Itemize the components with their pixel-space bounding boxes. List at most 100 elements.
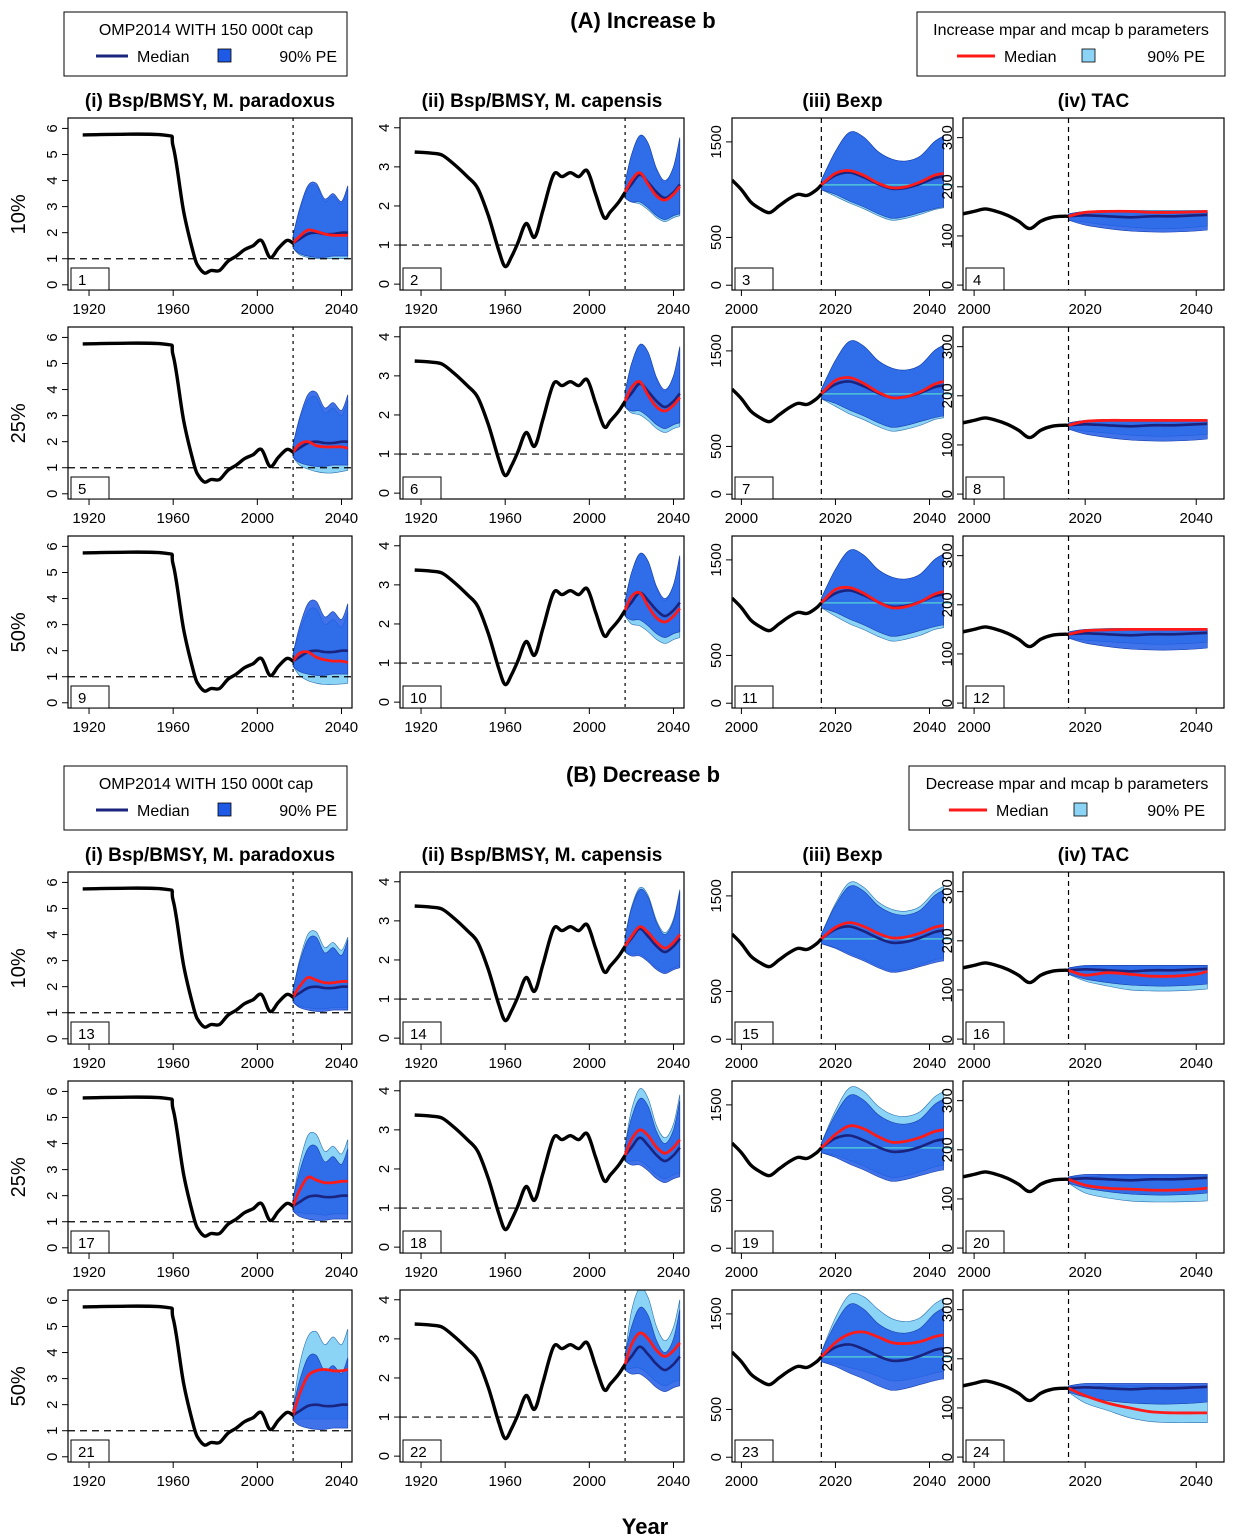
y-tick-label: 300	[939, 1088, 956, 1113]
omp-band	[292, 181, 349, 258]
legend-title: OMP2014 WITH 150 000t cap	[99, 776, 313, 793]
y-tick-label: 0	[939, 281, 956, 289]
omp-median-line	[292, 649, 348, 663]
panel-number-box	[965, 1021, 1005, 1045]
legend-band-swatch	[217, 802, 232, 817]
x-tick-label: 1960	[488, 1055, 521, 1072]
column-title: (ii) Bsp/BMSY, M. capensis	[422, 845, 663, 866]
panel-12: 0 100 200 300 2000 2020 2040 12	[939, 535, 1225, 736]
x-axis-label: Year	[622, 1514, 669, 1539]
panel-number: 3	[742, 272, 750, 289]
panel-number: 1	[78, 272, 86, 289]
column-title: (iii) Bexp	[802, 845, 882, 866]
y-tick-label: 2	[376, 202, 393, 210]
x-tick-label: 2000	[957, 1473, 990, 1490]
panel-14: 0 1 2 3 4 1920 1960 2000 2040 14	[376, 871, 690, 1072]
history-line	[414, 568, 627, 687]
y-tick-label: 1	[44, 1218, 61, 1226]
y-tick-label: 0	[939, 1453, 956, 1461]
alt-median-line	[820, 1330, 944, 1358]
y-tick-label: 500	[708, 225, 725, 250]
y-tick-label: 0	[376, 280, 393, 288]
alt-median-line	[623, 590, 681, 624]
panel-22: 0 1 2 3 4 1920 1960 2000 2040 22	[376, 1289, 690, 1490]
y-tick-label: 3	[44, 620, 61, 628]
plot-frame	[731, 1080, 954, 1254]
x-tick-label: 1920	[72, 719, 105, 736]
x-tick-label: 2040	[657, 510, 690, 527]
omp-median-line	[1068, 1385, 1208, 1391]
row-label: 25%	[8, 403, 30, 443]
y-tick-label: 4	[44, 594, 61, 602]
x-tick-label: 1920	[404, 719, 437, 736]
plot-frame	[399, 535, 685, 709]
history-line	[414, 904, 627, 1023]
y-tick-label: 1	[376, 1204, 393, 1212]
section-title: (B) Decrease b	[566, 762, 720, 787]
legend-band-label: 90% PE	[1147, 803, 1205, 820]
y-tick-label: 2	[44, 1191, 61, 1199]
alt-median-line	[1068, 968, 1208, 978]
y-tick-label: 0	[376, 489, 393, 497]
y-tick-label: 300	[939, 879, 956, 904]
legend-title: Decrease mpar and mcap b parameters	[926, 776, 1209, 793]
omp-median-line	[292, 985, 348, 999]
panel-number-box	[70, 1230, 110, 1254]
row-label: 50%	[8, 612, 30, 652]
y-tick-label: 1	[376, 241, 393, 249]
history-line	[732, 932, 823, 969]
history-line	[732, 596, 823, 633]
alt-median-line	[820, 1124, 944, 1149]
panel-21: 0 1 2 3 4 5 6 1920 1960 2000 2040 21	[44, 1289, 358, 1490]
alt-median-line	[291, 975, 348, 998]
y-tick-label: 500	[708, 1188, 725, 1213]
panel-number-box	[70, 476, 110, 500]
x-tick-label: 1960	[488, 719, 521, 736]
x-tick-label: 1920	[404, 1055, 437, 1072]
omp-median-line	[292, 440, 348, 454]
plot-frame	[962, 1289, 1225, 1463]
panel-number: 10	[410, 690, 427, 707]
y-tick-label: 1	[376, 659, 393, 667]
section-title: (A) Increase b	[570, 8, 716, 33]
x-tick-label: 2000	[957, 719, 990, 736]
y-tick-label: 200	[939, 383, 956, 408]
panel-18: 0 1 2 3 4 1920 1960 2000 2040 18	[376, 1080, 690, 1281]
x-tick-label: 2040	[325, 301, 358, 318]
x-tick-label: 2000	[241, 1264, 274, 1281]
x-tick-label: 2020	[819, 1473, 852, 1490]
row-label: 10%	[8, 948, 30, 988]
y-tick-label: 4	[44, 930, 61, 938]
row-label: 10%	[8, 194, 30, 234]
y-tick-label: 0	[939, 699, 956, 707]
history-line	[963, 625, 1069, 649]
y-tick-label: 0	[376, 1034, 393, 1042]
x-tick-label: 1920	[72, 1055, 105, 1072]
panel-number-box	[70, 1439, 110, 1463]
x-tick-label: 1920	[72, 1264, 105, 1281]
y-tick-label: 4	[376, 1087, 393, 1095]
x-tick-label: 2020	[1068, 1264, 1101, 1281]
omp-median-line	[1068, 1176, 1208, 1182]
x-tick-label: 2000	[573, 1473, 606, 1490]
y-tick-label: 0	[376, 1452, 393, 1460]
panel-number-box	[734, 1439, 774, 1463]
y-tick-label: 500	[708, 434, 725, 459]
omp-median-line	[624, 591, 681, 618]
y-tick-label: 1	[376, 1413, 393, 1421]
x-tick-label: 2000	[573, 719, 606, 736]
panel-number-box	[402, 685, 442, 709]
panel-number: 23	[742, 1444, 759, 1461]
alt-median-line	[623, 380, 681, 413]
panel-8: 0 100 200 300 2000 2020 2040 8	[939, 326, 1225, 527]
y-tick-label: 3	[44, 1165, 61, 1173]
plot-frame	[962, 326, 1225, 500]
legend-band-swatch	[1081, 48, 1096, 63]
x-tick-label: 2000	[241, 301, 274, 318]
panel-number-box	[70, 267, 110, 291]
x-tick-label: 2000	[725, 1264, 758, 1281]
x-tick-label: 2040	[1180, 510, 1213, 527]
plot-frame	[731, 1289, 954, 1463]
legend-band-swatch	[1073, 802, 1088, 817]
